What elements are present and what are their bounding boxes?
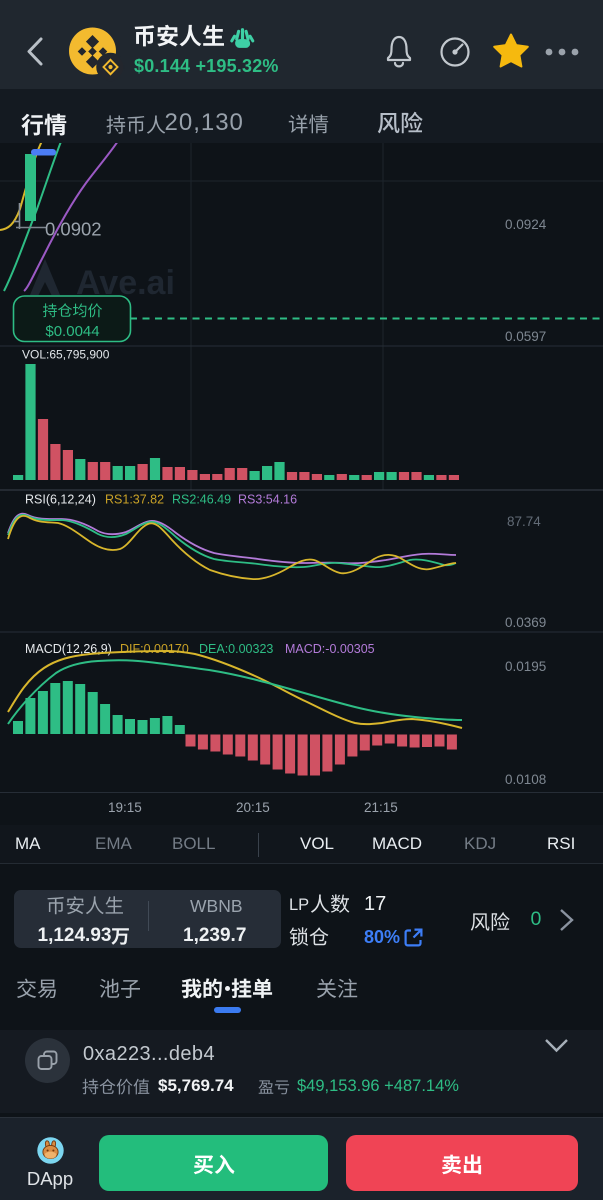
svg-text:0.0597: 0.0597: [505, 329, 546, 344]
svg-text:MACD:-0.00305: MACD:-0.00305: [285, 642, 375, 656]
svg-text:0.0924: 0.0924: [505, 217, 547, 232]
svg-text:DEA:0.00323: DEA:0.00323: [199, 642, 273, 656]
svg-text:RSI(6,12,24): RSI(6,12,24): [25, 493, 96, 507]
svg-text:VOL:65,795,900: VOL:65,795,900: [22, 348, 110, 362]
svg-text:MACD(12,26,9): MACD(12,26,9): [25, 642, 112, 656]
svg-text:0.0902: 0.0902: [45, 219, 102, 240]
svg-text:0.0108: 0.0108: [505, 772, 546, 787]
svg-text:DIF:0.00170: DIF:0.00170: [120, 642, 189, 656]
svg-text:RS2:46.49: RS2:46.49: [172, 493, 231, 507]
svg-text:RS1:37.82: RS1:37.82: [105, 493, 164, 507]
svg-text:0.0369: 0.0369: [505, 615, 546, 630]
svg-text:$0.0044: $0.0044: [45, 323, 99, 340]
svg-text:RS3:54.16: RS3:54.16: [238, 493, 297, 507]
svg-text:87.74: 87.74: [507, 514, 541, 529]
svg-text:0.0195: 0.0195: [505, 659, 546, 674]
